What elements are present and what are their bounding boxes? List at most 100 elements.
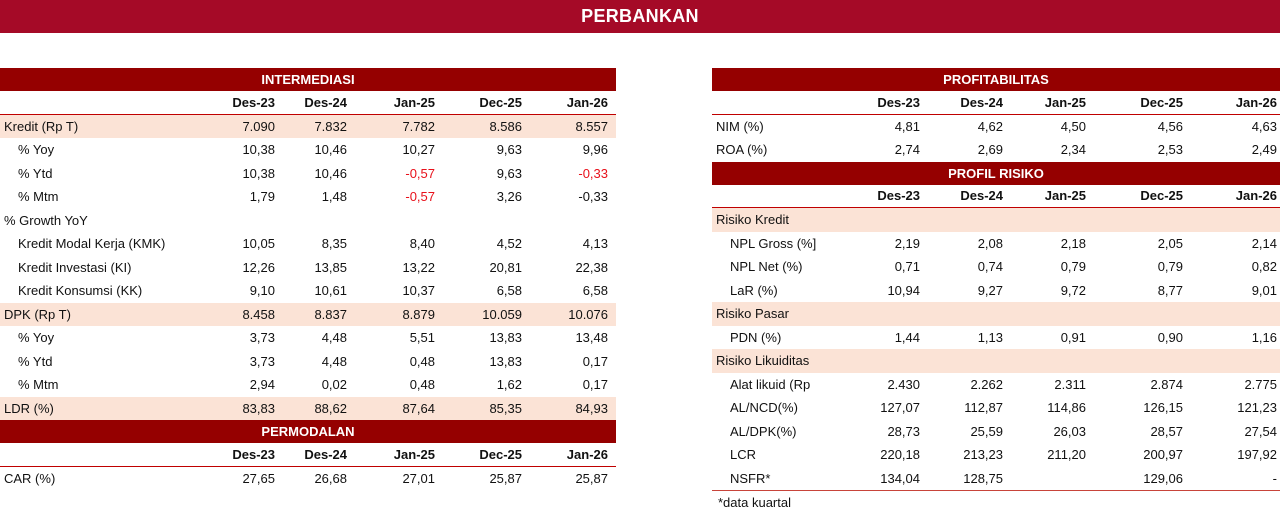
row-label: Kredit (Rp T) [4, 118, 79, 134]
table-row: % Mtm 2,94 0,02 0,48 1,62 0,17 [0, 373, 616, 397]
cell-value: 0,74 [977, 259, 1003, 275]
cell-value: 9,27 [977, 282, 1003, 298]
row-label: Kredit Konsumsi (KK) [18, 283, 143, 299]
cell-value: 10,05 [242, 236, 275, 252]
row-label: NSFR* [730, 470, 771, 486]
table-row: NSFR* 134,04 128,75 129,06 - [712, 467, 1280, 491]
cell-value: 13,83 [489, 330, 522, 346]
cell-value: 134,04 [880, 470, 920, 486]
cell-value: 8.586 [489, 118, 522, 134]
cell-value: 1,48 [321, 189, 347, 205]
table-row: Kredit Konsumsi (KK) 9,10 10,61 10,37 6,58 6,… [0, 279, 616, 303]
cell-value: 2.262 [970, 376, 1003, 392]
cell-value: 0,02 [321, 377, 347, 393]
table-row: % Ytd 3,73 4,48 0,48 13,83 0,17 [0, 350, 616, 374]
cell-value: 85,35 [489, 400, 522, 416]
section-header-profil-risiko: PROFIL RISIKO [712, 161, 1280, 185]
row-label: % Yoy [18, 142, 55, 158]
cell-value: 8.458 [242, 306, 275, 322]
column-header-row: Des-23 Des-24 Jan-25 Dec-25 Jan-26 [712, 185, 1280, 208]
cell-value: 2,08 [977, 235, 1003, 251]
cell-value: 13,83 [489, 353, 522, 369]
cell-value: 4,13 [582, 236, 608, 252]
group-label: Risiko Pasar [716, 306, 789, 322]
cell-value: 2,18 [1060, 235, 1086, 251]
cell-value: 1,13 [977, 329, 1003, 345]
row-label: LDR (%) [4, 400, 54, 416]
cell-value: 8.879 [402, 306, 435, 322]
cell-value: 3,73 [249, 353, 275, 369]
cell-value: 7.832 [314, 118, 347, 134]
cell-value: 88,62 [314, 400, 347, 416]
cell-value: 4,50 [1060, 118, 1086, 134]
cell-value: 128,75 [963, 470, 1003, 486]
table-row: % Yoy 3,73 4,48 5,51 13,83 13,48 [0, 326, 616, 350]
cell-value: 10,46 [314, 165, 347, 181]
cell-value: 0,17 [582, 377, 608, 393]
column-header-row: Des-23 Des-24 Jan-25 Dec-25 Jan-26 [0, 91, 616, 115]
cell-value: 2,14 [1251, 235, 1277, 251]
table-row: AL/DPK(%) 28,73 25,59 26,03 28,57 27,54 [712, 420, 1280, 444]
intermediasi-table: Kredit (Rp T) 7.090 7.832 7.782 8.586 8.557 % … [0, 114, 616, 420]
column-header: Dec-25 [479, 94, 522, 110]
table-row: % Mtm 1,79 1,48 -0,57 3,26 -0,33 [0, 185, 616, 209]
cell-value: 4,52 [496, 236, 522, 252]
cell-value: 25,87 [575, 470, 608, 486]
column-header: Jan-26 [1235, 94, 1277, 110]
cell-value: 2,94 [249, 377, 275, 393]
group-row: Risiko Likuiditas [712, 349, 1280, 373]
cell-value: -0,33 [578, 165, 608, 181]
cell-value: 8.557 [575, 118, 608, 134]
table-row: DPK (Rp T) 8.458 8.837 8.879 10.059 10.076 [0, 302, 616, 326]
cell-value: 0,79 [1157, 259, 1183, 275]
cell-value: 1,79 [249, 189, 275, 205]
cell-value: 2.430 [887, 376, 920, 392]
table-row: NPL Net (%) 0,71 0,74 0,79 0,79 0,82 [712, 255, 1280, 279]
cell-value: 25,59 [970, 423, 1003, 439]
row-label: % Ytd [18, 353, 53, 369]
group-row: Risiko Pasar [712, 302, 1280, 326]
row-label: LaR (%) [730, 282, 778, 298]
table-row: Kredit Modal Kerja (KMK) 10,05 8,35 8,40 4,5… [0, 232, 616, 256]
cell-value: 84,93 [575, 400, 608, 416]
cell-value: 6,58 [582, 283, 608, 299]
table-row: AL/NCD(%) 127,07 112,87 114,86 126,15 121,23 [712, 396, 1280, 420]
cell-value: 0,90 [1157, 329, 1183, 345]
profil-risiko-table: Risiko Kredit NPL Gross (%] 2,19 2,08 2,18 2,… [712, 208, 1280, 491]
column-header-row: Des-23 Des-24 Jan-25 Dec-25 Jan-26 [712, 91, 1280, 115]
row-label: Alat likuid (Rp [730, 376, 811, 392]
cell-value: 200,97 [1143, 447, 1183, 463]
cell-value: 2,74 [894, 142, 920, 158]
cell-value: 26,68 [314, 470, 347, 486]
cell-value: 10,38 [242, 165, 275, 181]
cell-value: 10,46 [314, 142, 347, 158]
row-label: NPL Net (%) [730, 259, 803, 275]
cell-value: 7.090 [242, 118, 275, 134]
table-row: LaR (%) 10,94 9,27 9,72 8,77 9,01 [712, 279, 1280, 303]
table-row: % Growth YoY [0, 209, 616, 233]
section-header-intermediasi: INTERMEDIASI [0, 68, 616, 91]
row-label: AL/DPK(%) [730, 423, 797, 439]
cell-value: 1,16 [1251, 329, 1277, 345]
cell-value: 20,81 [489, 259, 522, 275]
cell-value: 10,94 [887, 282, 920, 298]
cell-value: -0,57 [405, 189, 435, 205]
cell-value: 9,10 [249, 283, 275, 299]
cell-value: 211,20 [1047, 447, 1086, 463]
section-header-permodalan: PERMODALAN [0, 420, 616, 443]
column-header: Des-24 [960, 188, 1003, 204]
column-header: Dec-25 [479, 446, 522, 462]
cell-value: 8,35 [321, 236, 347, 252]
table-row: Kredit Investasi (KI) 12,26 13,85 13,22 20,8… [0, 256, 616, 280]
cell-value: 4,62 [977, 118, 1003, 134]
cell-value: 197,92 [1237, 447, 1277, 463]
cell-value: 1,62 [496, 377, 522, 393]
cell-value: 129,06 [1143, 470, 1183, 486]
column-header: Des-24 [304, 446, 347, 462]
cell-value: 27,01 [402, 470, 435, 486]
column-header: Jan-26 [1235, 188, 1277, 204]
column-header: Des-23 [232, 94, 275, 110]
column-header: Jan-26 [566, 94, 608, 110]
cell-value: 25,87 [489, 470, 522, 486]
cell-value: 2.874 [1150, 376, 1183, 392]
